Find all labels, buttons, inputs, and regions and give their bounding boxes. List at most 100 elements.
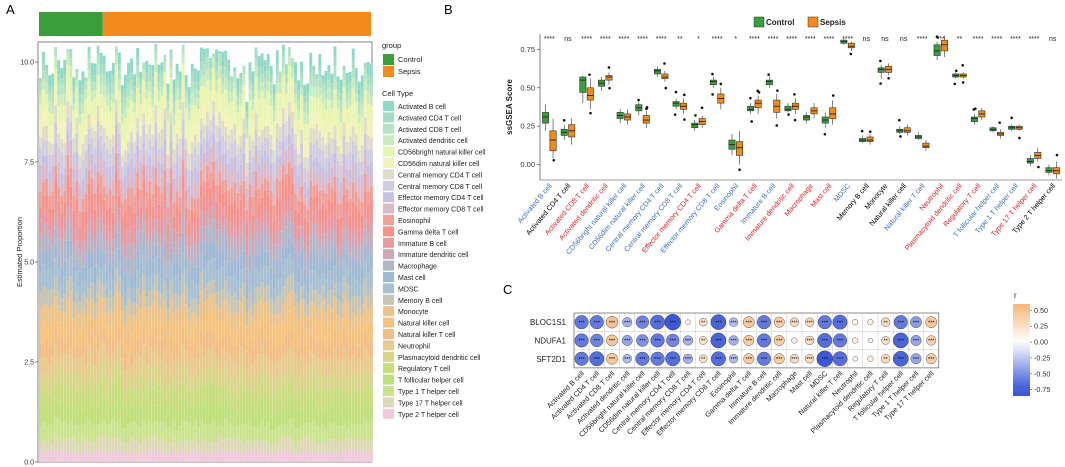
- stacked-segment: [257, 408, 261, 426]
- stacked-segment: [136, 372, 140, 393]
- stacked-segment: [84, 194, 88, 211]
- stacked-segment: [324, 98, 328, 110]
- significance-label: ****: [581, 36, 592, 43]
- stacked-segment: [309, 367, 313, 386]
- stacked-segment: [336, 389, 340, 407]
- stacked-segment: [160, 450, 164, 462]
- stacked-segment: [227, 425, 231, 438]
- stacked-segment: [111, 165, 115, 179]
- stacked-segment: [251, 83, 255, 92]
- corr-sig-label: ***: [685, 357, 692, 363]
- stacked-segment: [102, 74, 106, 86]
- stacked-segment: [303, 167, 307, 182]
- corr-sig-label: ***: [746, 357, 753, 363]
- stacked-segment: [93, 163, 97, 178]
- celltype-legend-label: Plasmacytoid dendritic cell: [398, 355, 481, 362]
- stacked-segment: [84, 332, 88, 347]
- stacked-segment: [160, 110, 164, 130]
- stacked-segment: [90, 82, 94, 92]
- stacked-segment: [363, 149, 367, 159]
- stacked-segment: [251, 303, 255, 318]
- stacked-segment: [96, 371, 100, 385]
- corr-dot: [880, 317, 891, 327]
- stacked-segment: [254, 427, 258, 440]
- stacked-segment: [330, 424, 334, 440]
- stacked-segment: [66, 52, 70, 65]
- stacked-segment: [284, 405, 288, 426]
- stacked-segment: [318, 76, 322, 89]
- stacked-segment: [369, 96, 373, 106]
- stacked-segment: [39, 147, 42, 165]
- stacked-segment: [260, 328, 264, 345]
- stacked-segment: [260, 155, 264, 169]
- stacked-segment: [239, 404, 243, 425]
- stacked-segment: [321, 286, 325, 302]
- stacked-segment: [245, 423, 249, 440]
- stacked-segment: [178, 138, 182, 156]
- stacked-segment: [169, 141, 173, 156]
- stacked-segment: [260, 183, 264, 198]
- stacked-segment: [114, 360, 118, 381]
- stacked-segment: [54, 311, 58, 328]
- stacked-segment: [294, 133, 297, 149]
- stacked-segment: [218, 94, 222, 113]
- stacked-segment: [108, 111, 112, 125]
- corr-dot: [817, 315, 832, 330]
- stacked-segment: [266, 439, 270, 451]
- stacked-segment: [291, 400, 294, 420]
- stacked-segment: [278, 181, 282, 199]
- stacked-segment: [84, 167, 88, 181]
- stacked-segment: [318, 388, 322, 407]
- outlier-point: [961, 64, 964, 67]
- stacked-segment: [327, 64, 331, 72]
- box-control: [653, 69, 661, 75]
- stacked-segment: [160, 338, 164, 359]
- stacked-segment: [275, 155, 279, 167]
- stacked-segment: [78, 271, 82, 287]
- stacked-segment: [187, 389, 191, 406]
- stacked-segment: [312, 87, 316, 97]
- stacked-segment: [142, 360, 146, 378]
- stacked-segment: [108, 260, 112, 274]
- stacked-segment: [318, 261, 322, 280]
- stacked-segment: [117, 89, 121, 107]
- stacked-segment: [169, 442, 173, 453]
- corr-dot: [925, 316, 938, 328]
- stacked-segment: [160, 129, 164, 145]
- stacked-segment: [215, 271, 218, 293]
- stacked-segment: [369, 450, 373, 462]
- stacked-segment: [284, 214, 288, 227]
- stacked-segment: [154, 52, 158, 62]
- stacked-segment: [206, 245, 209, 263]
- stacked-segment: [369, 286, 373, 306]
- celltype-legend-swatch: [383, 101, 394, 111]
- stacked-segment: [66, 372, 70, 389]
- stacked-segment: [351, 106, 355, 127]
- stacked-segment: [284, 64, 288, 65]
- stacked-segment: [275, 50, 279, 65]
- stacked-segment: [75, 72, 79, 80]
- legend-label-control: Control: [766, 18, 794, 27]
- stacked-segment: [93, 192, 97, 210]
- stacked-segment: [206, 424, 209, 443]
- stacked-segment: [178, 185, 182, 198]
- stacked-segment: [291, 379, 294, 401]
- stacked-segment: [193, 167, 197, 182]
- outlier-point: [694, 114, 697, 117]
- stacked-segment: [124, 352, 127, 372]
- stacked-segment: [281, 67, 285, 76]
- stacked-segment: [169, 200, 173, 218]
- stacked-segment: [84, 395, 88, 409]
- stacked-segment: [354, 134, 358, 146]
- stacked-segment: [221, 225, 225, 235]
- stacked-segment: [139, 71, 143, 80]
- stacked-segment: [263, 177, 267, 191]
- stacked-segment: [360, 131, 364, 146]
- stacked-segment: [105, 278, 109, 298]
- stacked-segment: [124, 97, 127, 108]
- stacked-segment: [221, 180, 225, 194]
- stacked-segment: [166, 92, 170, 102]
- stacked-segment: [300, 71, 304, 79]
- stacked-segment: [275, 244, 279, 259]
- stacked-segment: [318, 96, 322, 115]
